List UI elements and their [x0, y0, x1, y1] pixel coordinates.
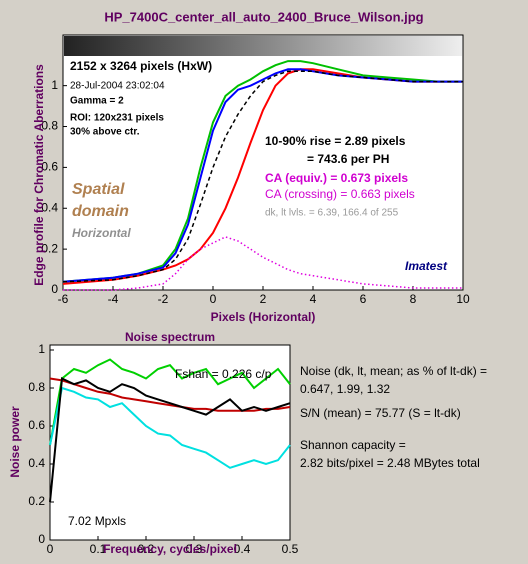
x-axis-label: Frequency, cycles/pixel	[103, 542, 237, 556]
annotation: 2152 x 3264 pixels (HxW)	[70, 59, 212, 73]
y-tick-label: 0.6	[41, 160, 58, 174]
x-tick-label: 6	[360, 292, 367, 306]
y-tick-label: 0.2	[41, 241, 58, 255]
data-line	[62, 60, 463, 283]
annotation: domain	[72, 203, 129, 220]
annotation: 0.647, 1.99, 1.32	[300, 382, 390, 396]
annotation: CA (equiv.) = 0.673 pixels	[265, 171, 408, 185]
chart-title: Noise spectrum	[125, 330, 215, 344]
x-tick-label: -6	[58, 292, 69, 306]
annotation: 2.82 bits/pixel = 2.48 MBytes total	[300, 456, 480, 470]
annotation: 7.02 Mpxls	[68, 514, 126, 528]
x-tick-label: -4	[108, 292, 119, 306]
x-tick-label: 0.4	[234, 542, 251, 556]
annotation: 10-90% rise = 2.89 pixels	[265, 134, 406, 148]
x-tick-label: 0.1	[90, 542, 107, 556]
annotation: Shannon capacity =	[300, 438, 406, 452]
data-line	[49, 386, 291, 469]
annotation: 28-Jul-2004 23:02:04	[70, 81, 165, 92]
y-tick-label: 0	[51, 282, 58, 296]
x-tick-label: 10	[456, 292, 470, 306]
x-tick-label: 0.5	[282, 542, 299, 556]
y-tick-label: 0.8	[28, 380, 45, 394]
y-tick-label: 1	[38, 342, 45, 356]
plot-area	[62, 34, 464, 291]
annotation: Fshan = 0.226 c/p	[175, 367, 272, 381]
chart-title: HP_7400C_center_all_auto_2400_Bruce_Wils…	[104, 9, 423, 24]
plot-area	[49, 344, 291, 541]
x-axis-label: Pixels (Horizontal)	[211, 310, 316, 324]
y-tick-label: 0.2	[28, 494, 45, 508]
x-tick-label: 4	[310, 292, 317, 306]
x-tick-label: 0	[210, 292, 217, 306]
data-line	[63, 236, 463, 291]
annotation: CA (crossing) = 0.663 pixels	[265, 187, 415, 201]
y-tick-label: 0.4	[41, 200, 58, 214]
x-tick-label: 0.3	[186, 542, 203, 556]
annotation: Imatest	[405, 259, 448, 273]
annotation: Horizontal	[72, 226, 131, 240]
annotations: 2152 x 3264 pixels (HxW) 28-Jul-2004 23:…	[68, 59, 487, 528]
x-tick-label: 2	[260, 292, 267, 306]
annotation: 30% above ctr.	[70, 127, 140, 138]
y-tick-label: 0.4	[28, 456, 45, 470]
data-line	[49, 377, 291, 412]
gray-gradient-bar	[64, 36, 462, 56]
y-axis-label: Edge profile for Chromatic Aberrations	[32, 64, 46, 286]
y-tick-label: 0	[38, 532, 45, 546]
annotation: S/N (mean) = 75.77 (S = lt-dk)	[300, 406, 461, 420]
annotation: Gamma = 2	[70, 96, 124, 107]
y-tick-label: 0.8	[41, 119, 58, 133]
data-line	[49, 358, 291, 446]
x-tick-label: 0.2	[138, 542, 155, 556]
y-tick-label: 0.6	[28, 418, 45, 432]
y-axis-label: Noise power	[8, 406, 22, 478]
annotation: Noise (dk, lt, mean; as % of lt-dk) =	[300, 364, 487, 378]
data-line	[49, 376, 291, 503]
x-tick-label: 0	[47, 542, 54, 556]
y-tick-label: 1	[51, 78, 58, 92]
x-tick-label: 8	[410, 292, 417, 306]
annotation: ROI: 120x231 pixels	[70, 113, 164, 124]
annotation: = 743.6 per PH	[307, 152, 389, 166]
data-line	[62, 68, 463, 283]
annotation: dk, lt lvls. = 6.39, 166.4 of 255	[265, 208, 399, 219]
x-tick-label: -2	[158, 292, 169, 306]
annotation: Spatial	[72, 181, 125, 198]
